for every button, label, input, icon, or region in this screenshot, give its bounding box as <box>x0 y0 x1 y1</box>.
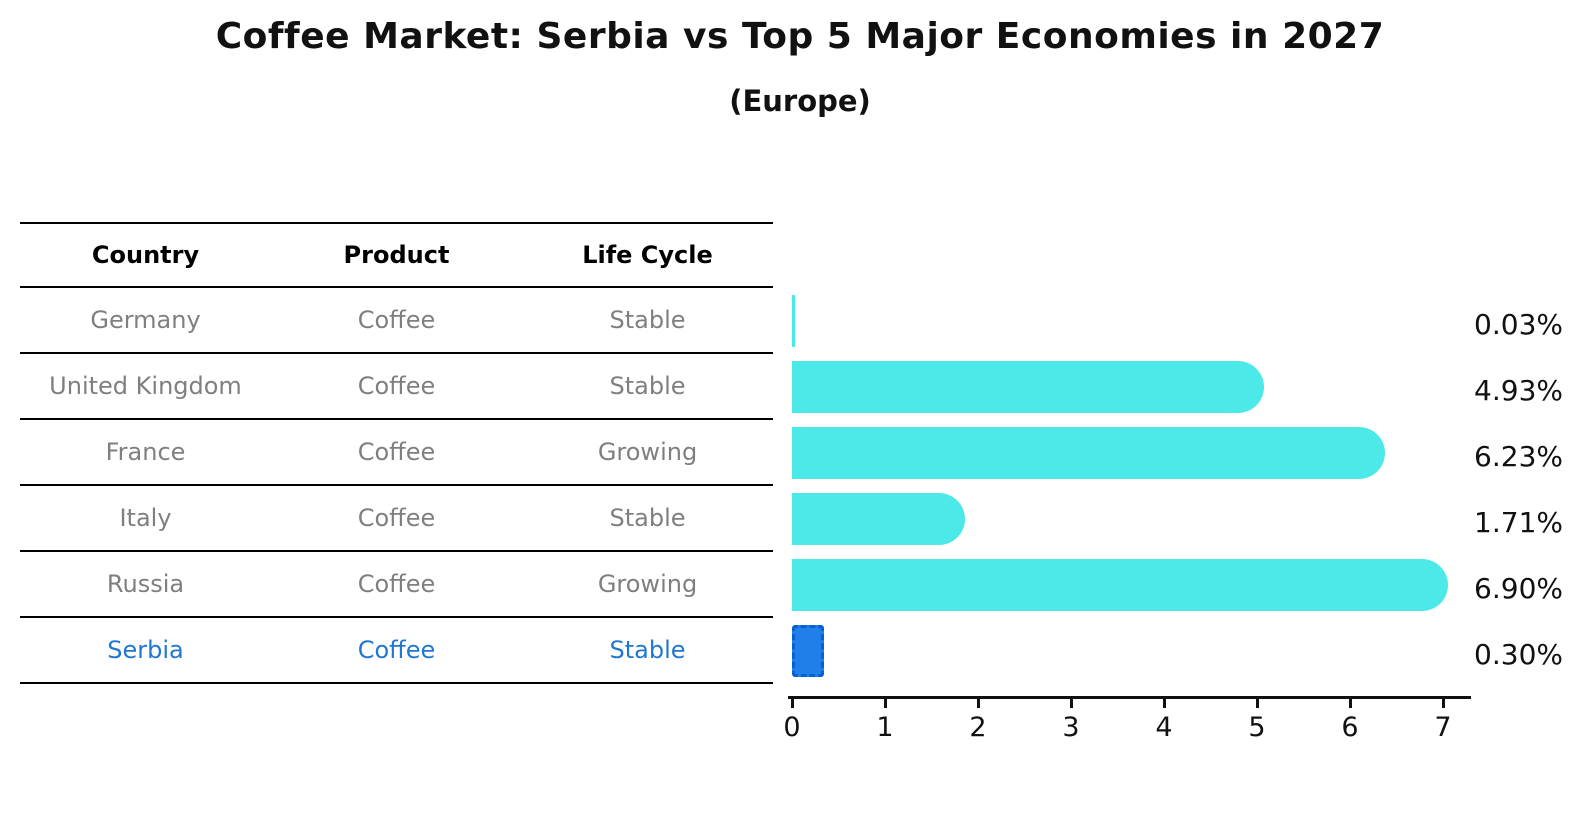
table-row-france: France Coffee Growing <box>20 420 773 486</box>
value-label-serbia: 0.30% <box>1474 638 1563 671</box>
x-axis-tick-label: 4 <box>1155 712 1173 743</box>
x-axis-tick-label: 7 <box>1434 712 1452 743</box>
bar-germany <box>792 295 795 347</box>
cell-product: Coffee <box>357 372 436 400</box>
cell-product: Coffee <box>357 306 436 334</box>
x-axis-tick <box>1442 696 1445 708</box>
bar-serbia <box>792 625 824 677</box>
cell-life-cycle: Growing <box>597 570 698 598</box>
column-header-product: Product <box>343 241 450 269</box>
bar-italy <box>792 493 966 545</box>
cell-country: Germany <box>90 306 201 334</box>
value-label-italy: 1.71% <box>1474 506 1563 539</box>
table-row-united-kingdom: United Kingdom Coffee Stable <box>20 354 773 420</box>
cell-country: United Kingdom <box>49 372 242 400</box>
cell-product: Coffee <box>357 636 436 664</box>
column-header-country: Country <box>91 241 200 269</box>
x-axis-tick <box>791 696 794 708</box>
bar-russia <box>792 559 1448 611</box>
column-header-life-cycle: Life Cycle <box>582 241 713 269</box>
value-label-germany: 0.03% <box>1474 308 1563 341</box>
cell-country: Italy <box>119 504 172 532</box>
cell-life-cycle: Stable <box>609 372 686 400</box>
x-axis-tick-label: 3 <box>1062 712 1080 743</box>
comparison-table: Country Product Life Cycle Germany Coffe… <box>20 222 773 684</box>
table-row-serbia: Serbia Coffee Stable <box>20 618 773 684</box>
table-row-russia: Russia Coffee Growing <box>20 552 773 618</box>
cell-product: Coffee <box>357 570 436 598</box>
value-label-united-kingdom: 4.93% <box>1474 374 1563 407</box>
cell-life-cycle: Growing <box>597 438 698 466</box>
chart-title: Coffee Market: Serbia vs Top 5 Major Eco… <box>215 16 1385 57</box>
value-label-france: 6.23% <box>1474 440 1563 473</box>
bar-france <box>792 427 1386 479</box>
cell-product: Coffee <box>357 438 436 466</box>
x-axis-tick <box>1163 696 1166 708</box>
x-axis-tick <box>884 696 887 708</box>
x-axis-tick-label: 0 <box>783 712 801 743</box>
table-row-germany: Germany Coffee Stable <box>20 288 773 354</box>
cell-life-cycle: Stable <box>609 504 686 532</box>
value-label-russia: 6.90% <box>1474 572 1563 605</box>
x-axis-tick-label: 1 <box>876 712 894 743</box>
table-header-row: Country Product Life Cycle <box>20 222 773 288</box>
bar-united-kingdom <box>792 361 1265 413</box>
x-axis-tick <box>1349 696 1352 708</box>
x-axis-tick-label: 5 <box>1248 712 1266 743</box>
x-axis-tick <box>977 696 980 708</box>
cell-country: Russia <box>106 570 185 598</box>
x-axis-line <box>788 696 1471 699</box>
cell-life-cycle: Stable <box>609 306 686 334</box>
cell-life-cycle: Stable <box>609 636 686 664</box>
table-row-italy: Italy Coffee Stable <box>20 486 773 552</box>
x-axis-tick <box>1256 696 1259 708</box>
x-axis-tick <box>1070 696 1073 708</box>
cell-country: Serbia <box>107 636 184 664</box>
cell-country: France <box>105 438 186 466</box>
cell-product: Coffee <box>357 504 436 532</box>
chart-subtitle: (Europe) <box>729 84 871 118</box>
x-axis-tick-label: 2 <box>969 712 987 743</box>
x-axis-tick-label: 6 <box>1341 712 1359 743</box>
